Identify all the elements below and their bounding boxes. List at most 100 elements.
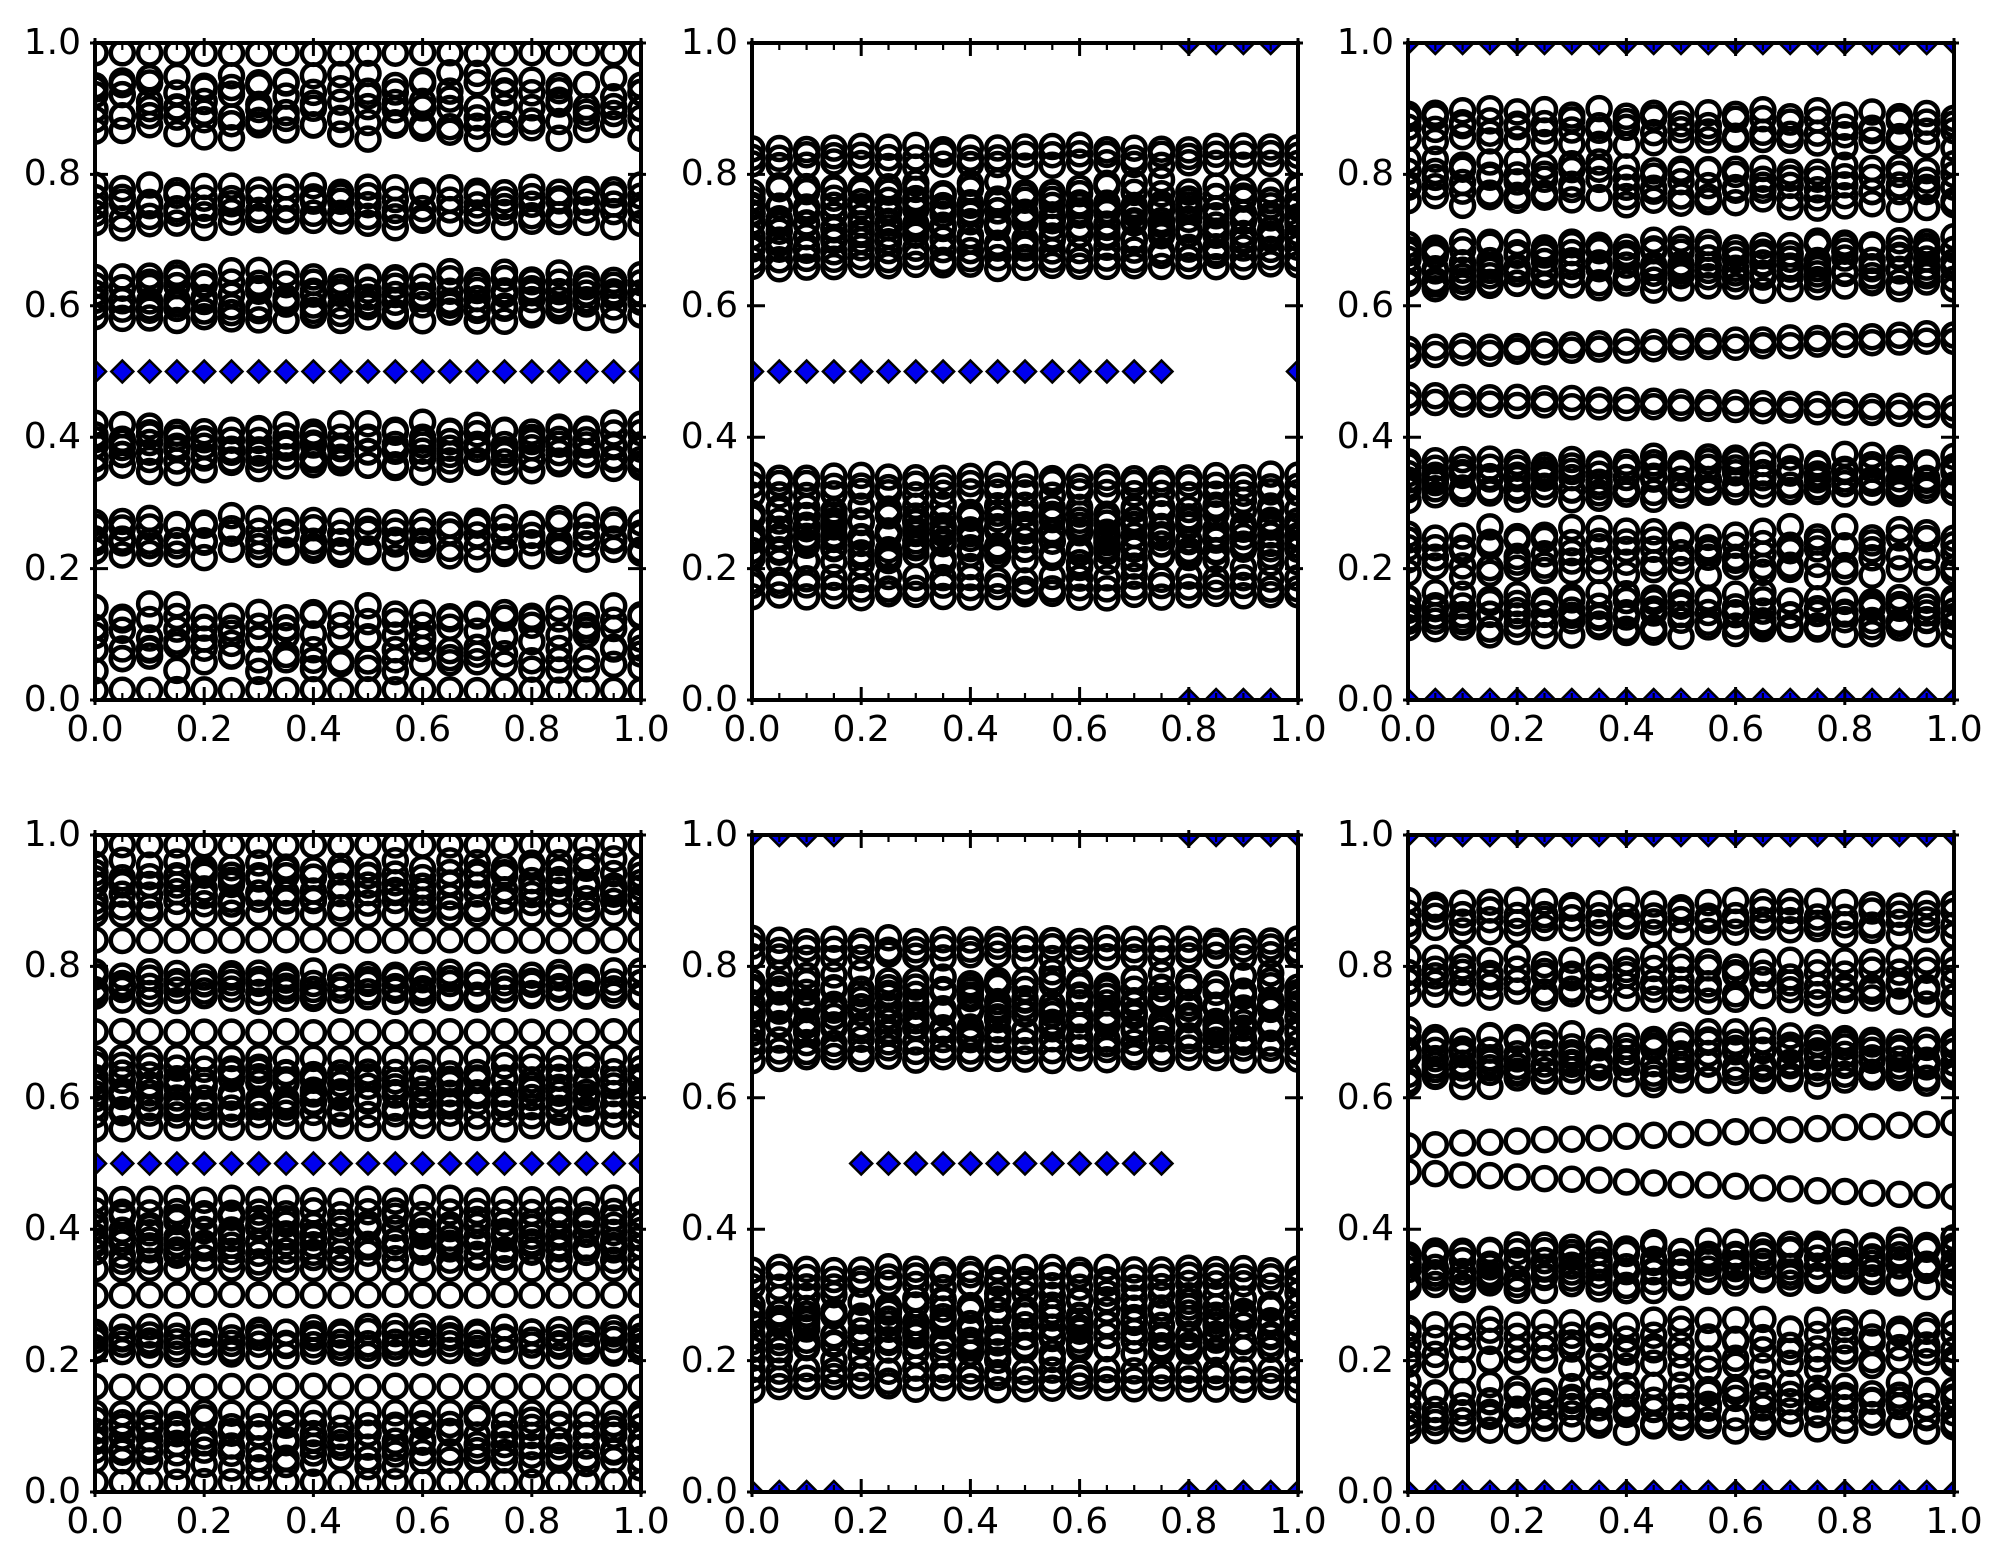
x-tick-label: 0.0 <box>66 709 124 750</box>
y-tick-label: 0.6 <box>680 1076 738 1118</box>
x-tick-label: 0.0 <box>1379 1501 1437 1542</box>
y-tick-label: 0.4 <box>680 1208 738 1250</box>
diamond-markers <box>752 835 1298 1492</box>
axes-spines <box>750 833 1300 1494</box>
y-tick-label: 0.2 <box>680 1339 738 1381</box>
x-tick-label: 0.8 <box>1160 709 1218 750</box>
y-tick-label: 0.4 <box>680 416 738 458</box>
y-tick-label: 1.0 <box>1336 22 1394 63</box>
y-tick-label: 0.6 <box>680 284 738 326</box>
circle-markers <box>752 923 1298 1404</box>
x-tick-label: 1.0 <box>612 709 670 750</box>
plot-area-bottom-right <box>1403 830 1959 1497</box>
y-tick-label: 0.8 <box>23 945 81 987</box>
axes-spines <box>93 833 643 1494</box>
subplot-bottom-middle: 0.0 0.2 0.4 0.6 0.8 1.0 0.0 0.2 0.4 0.6 0.8 1.0 <box>681 817 1327 1540</box>
y-tick-label: 0.6 <box>1336 284 1394 326</box>
diamond-markers <box>752 43 1298 700</box>
y-tick-label: 0.4 <box>23 1208 81 1250</box>
plot-area-top-left <box>90 38 646 705</box>
y-tick-label: 0.6 <box>23 284 81 326</box>
y-tick-label: 1.0 <box>23 22 81 63</box>
x-tick-label: 0.0 <box>1379 709 1437 750</box>
plot-area-bottom-left <box>90 830 646 1497</box>
subplot-top-middle: 0.0 0.2 0.4 0.6 0.8 1.0 0.0 0.2 0.4 0.6 0.8 1.0 <box>681 25 1327 748</box>
y-tick-label: 0.8 <box>1336 945 1394 987</box>
x-tick-label: 0.6 <box>1706 1501 1765 1542</box>
x-tick-label: 0.0 <box>66 1501 124 1542</box>
y-tick-label: 0.6 <box>23 1076 81 1118</box>
y-tick-label: 1.0 <box>680 814 738 855</box>
y-tick-label: 0.8 <box>23 153 81 195</box>
x-tick-label: 0.4 <box>1597 1501 1656 1542</box>
circle-markers <box>1408 886 1954 1446</box>
x-tick-label: 0.2 <box>1488 1501 1546 1542</box>
y-tick-label: 0.0 <box>23 1471 81 1512</box>
x-tick-label: 0.4 <box>284 709 343 750</box>
y-tick-label: 1.0 <box>680 22 738 63</box>
axes-spines <box>750 41 1300 702</box>
circle-markers <box>95 835 641 1492</box>
y-tick-label: 0.2 <box>1336 1339 1394 1381</box>
y-tick-label: 0.0 <box>680 679 738 720</box>
diamond-markers <box>95 358 641 385</box>
x-tick-label: 1.0 <box>1269 709 1327 750</box>
x-tick-label: 0.6 <box>1050 709 1109 750</box>
x-tick-label: 0.4 <box>941 1501 1000 1542</box>
y-tick-label: 0.8 <box>680 153 738 195</box>
x-tick-label: 1.0 <box>1925 709 1983 750</box>
y-tick-label: 0.8 <box>680 945 738 987</box>
x-tick-label: 0.8 <box>1816 1501 1874 1542</box>
y-tick-label: 1.0 <box>23 814 81 855</box>
y-tick-label: 0.4 <box>1336 1208 1394 1250</box>
x-tick-label: 0.6 <box>393 1501 452 1542</box>
y-tick-label: 0.0 <box>680 1471 738 1512</box>
circle-markers <box>752 131 1298 612</box>
y-tick-label: 0.0 <box>23 679 81 720</box>
subplot-bottom-left: 0.0 0.2 0.4 0.6 0.8 1.0 0.0 0.2 0.4 0.6 0.8 1.0 <box>24 817 670 1540</box>
subplot-top-right: 0.0 0.2 0.4 0.6 0.8 1.0 0.0 0.2 0.4 0.6 0.8 1.0 <box>1337 25 1983 748</box>
y-tick-label: 0.2 <box>1336 547 1394 589</box>
subplot-bottom-right: 0.0 0.2 0.4 0.6 0.8 1.0 0.0 0.2 0.4 0.6 0.8 1.0 <box>1337 817 1983 1540</box>
x-tick-label: 0.6 <box>1050 1501 1109 1542</box>
y-tick-label: 0.8 <box>1336 153 1394 195</box>
plot-area-top-middle <box>747 38 1303 705</box>
y-tick-label: 0.0 <box>1336 1471 1394 1512</box>
axes-spines <box>1406 833 1956 1494</box>
x-tick-label: 0.4 <box>284 1501 343 1542</box>
circle-markers <box>1408 94 1954 651</box>
axes-spines <box>1406 41 1956 702</box>
y-tick-label: 0.2 <box>23 1339 81 1381</box>
x-tick-label: 1.0 <box>612 1501 670 1542</box>
x-tick-label: 0.2 <box>832 1501 890 1542</box>
x-tick-label: 0.4 <box>1597 709 1656 750</box>
x-tick-label: 0.4 <box>941 709 1000 750</box>
x-tick-label: 0.2 <box>1488 709 1546 750</box>
y-tick-label: 0.4 <box>1336 416 1394 458</box>
plot-area-bottom-middle <box>747 830 1303 1497</box>
x-tick-label: 0.8 <box>503 709 561 750</box>
x-tick-label: 0.8 <box>1160 1501 1218 1542</box>
y-tick-label: 0.6 <box>1336 1076 1394 1118</box>
y-tick-label: 0.4 <box>23 416 81 458</box>
plot-area-top-right <box>1403 38 1959 705</box>
x-tick-label: 0.2 <box>175 1501 233 1542</box>
x-tick-label: 1.0 <box>1269 1501 1327 1542</box>
x-tick-label: 0.8 <box>1816 709 1874 750</box>
circle-markers <box>95 43 641 700</box>
x-tick-label: 0.0 <box>723 1501 781 1542</box>
y-tick-label: 1.0 <box>1336 814 1394 855</box>
subplot-top-left: 0.0 0.2 0.4 0.6 0.8 1.0 0.0 0.2 0.4 0.6 0.8 1.0 <box>24 25 670 748</box>
x-tick-label: 1.0 <box>1925 1501 1983 1542</box>
x-tick-label: 0.6 <box>1706 709 1765 750</box>
x-tick-label: 0.0 <box>723 709 781 750</box>
y-tick-label: 0.2 <box>23 547 81 589</box>
y-tick-label: 0.0 <box>1336 679 1394 720</box>
x-tick-label: 0.6 <box>393 709 452 750</box>
x-tick-label: 0.8 <box>503 1501 561 1542</box>
y-tick-label: 0.2 <box>680 547 738 589</box>
x-tick-label: 0.2 <box>832 709 890 750</box>
axes-spines <box>93 41 643 702</box>
diamond-markers <box>95 1150 641 1177</box>
